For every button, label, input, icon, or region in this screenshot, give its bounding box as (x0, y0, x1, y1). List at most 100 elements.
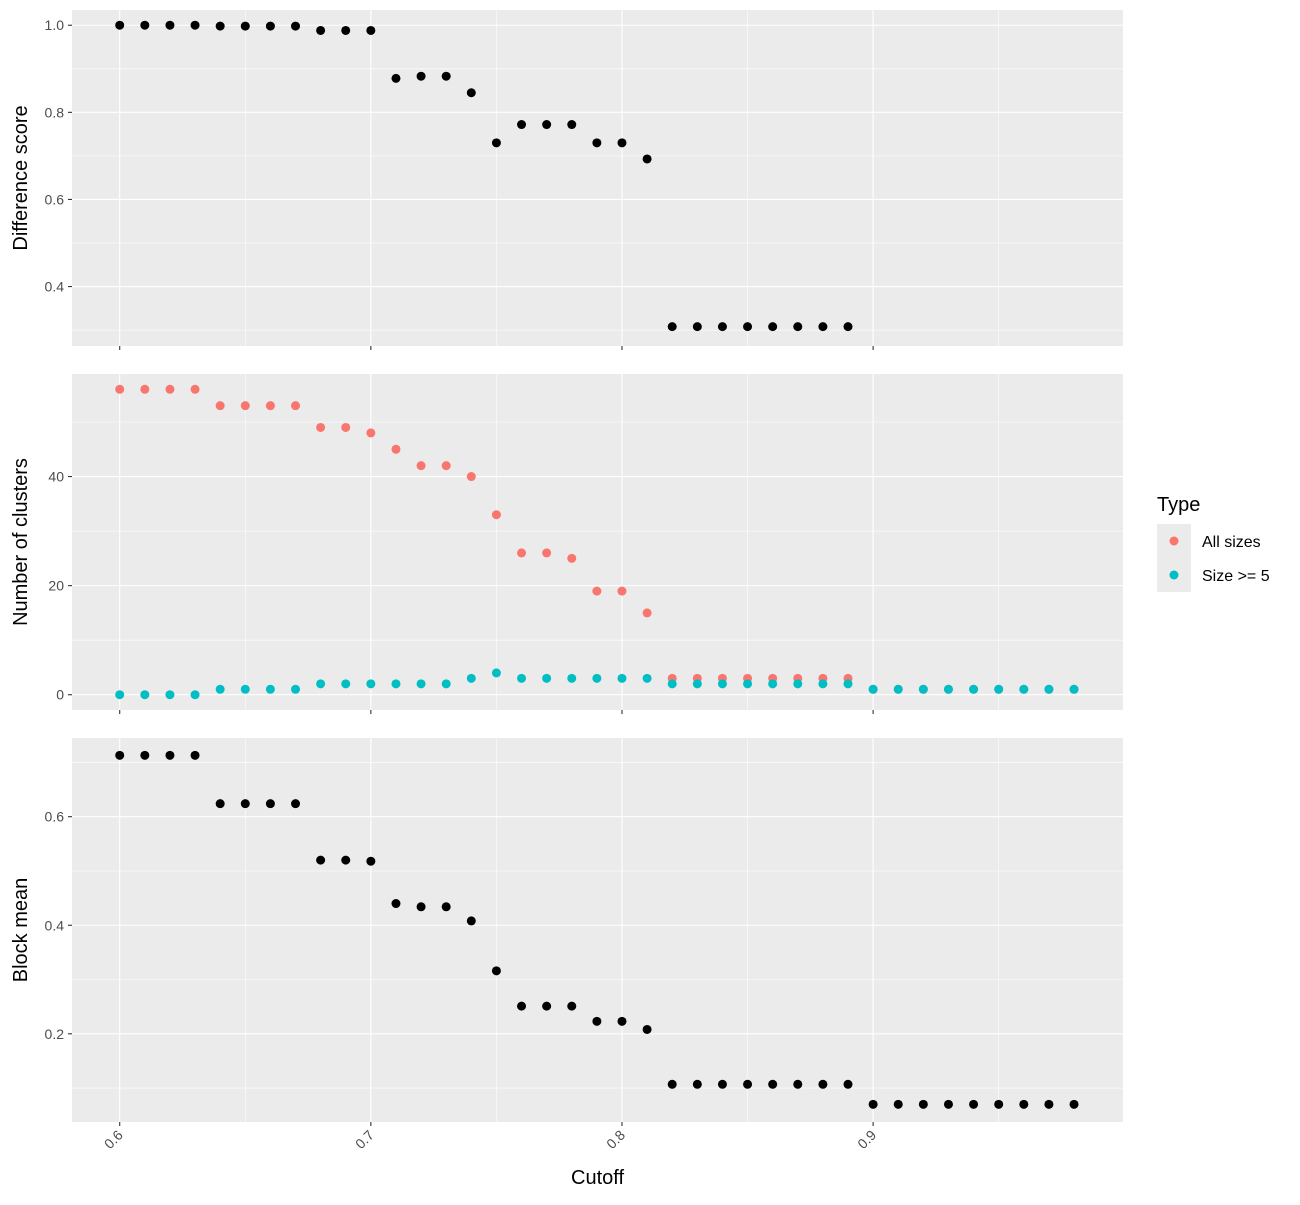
block-mean-y-tick-label: 0.6 (45, 809, 65, 825)
difference-score-point (517, 120, 527, 130)
point-size-5 (667, 679, 677, 689)
block-mean-point (893, 1099, 903, 1109)
block-mean-point (140, 750, 150, 760)
point-size-5 (491, 668, 501, 678)
block-mean-point (366, 856, 376, 866)
difference-score-point (843, 322, 853, 332)
point-size-5 (567, 673, 577, 683)
difference-score-point (366, 25, 376, 35)
difference-score-point (140, 20, 150, 30)
point-all-sizes (391, 444, 401, 454)
block-mean-point (491, 966, 501, 976)
point-all-sizes (567, 553, 577, 563)
point-all-sizes (316, 422, 326, 432)
block-mean-point (969, 1099, 979, 1109)
point-all-sizes (341, 422, 351, 432)
difference-score-point (190, 20, 200, 30)
difference-score-point (240, 21, 250, 31)
point-all-sizes (642, 608, 652, 618)
block-mean-point (291, 799, 301, 809)
point-all-sizes (366, 428, 376, 438)
difference-score-point (667, 322, 677, 332)
point-all-sizes (115, 384, 125, 394)
point-all-sizes (617, 586, 627, 596)
number-of-clusters-y-tick-label: 0 (56, 687, 64, 703)
block-mean-point (416, 902, 426, 912)
point-size-5 (416, 679, 426, 689)
difference-score-point (316, 25, 326, 35)
difference-score-point (115, 20, 125, 30)
point-all-sizes (165, 384, 175, 394)
block-mean-point (265, 799, 275, 809)
point-size-5 (441, 679, 451, 689)
difference-score-point (542, 120, 552, 130)
block-mean-point (943, 1099, 953, 1109)
difference-score-point (743, 322, 753, 332)
point-all-sizes (416, 461, 426, 471)
difference-score-point (768, 322, 778, 332)
block-mean-point (743, 1079, 753, 1089)
difference-score-point (341, 25, 351, 35)
difference-score-point (165, 20, 175, 30)
point-size-5 (341, 679, 351, 689)
block-mean-point (1044, 1099, 1054, 1109)
block-mean-point (1019, 1099, 1029, 1109)
point-size-5 (140, 690, 150, 700)
point-size-5 (692, 679, 702, 689)
x-tick-label: 0.9 (854, 1127, 879, 1152)
point-size-5 (366, 679, 376, 689)
point-all-sizes (140, 384, 150, 394)
difference-score-y-tick-label: 1.0 (45, 17, 65, 33)
block-mean-point (642, 1024, 652, 1034)
point-size-5 (165, 690, 175, 700)
block-mean-point (717, 1079, 727, 1089)
difference-score-point (818, 322, 828, 332)
legend-label: Size >= 5 (1202, 568, 1270, 585)
point-size-5 (994, 684, 1004, 694)
point-size-5 (542, 673, 552, 683)
x-tick-label: 0.6 (101, 1127, 126, 1152)
x-axis-title: Cutoff (571, 1167, 624, 1189)
point-size-5 (893, 684, 903, 694)
number-of-clusters-panel-background (72, 374, 1123, 710)
point-all-sizes (441, 461, 451, 471)
legend-marker (1169, 536, 1179, 546)
block-mean-y-axis-title: Block mean (10, 878, 32, 983)
block-mean-point (617, 1016, 627, 1026)
block-mean-point (466, 916, 476, 926)
point-size-5 (1019, 684, 1029, 694)
point-size-5 (115, 690, 125, 700)
point-size-5 (391, 679, 401, 689)
point-size-5 (592, 673, 602, 683)
point-all-sizes (291, 401, 301, 411)
block-mean-point (1069, 1099, 1079, 1109)
block-mean-point (692, 1079, 702, 1089)
difference-score-y-axis-title: Difference score (10, 105, 32, 250)
block-mean-point (165, 750, 175, 760)
number-of-clusters-y-tick-label: 20 (48, 578, 64, 594)
block-mean-point (567, 1001, 577, 1011)
x-tick-label: 0.7 (352, 1127, 377, 1152)
point-all-sizes (466, 472, 476, 482)
point-size-5 (1069, 684, 1079, 694)
difference-score-y-tick-label: 0.4 (45, 279, 65, 295)
legend-label: All sizes (1202, 534, 1261, 551)
point-size-5 (868, 684, 878, 694)
difference-score-point (793, 322, 803, 332)
block-mean-y-tick-label: 0.4 (45, 917, 65, 933)
block-mean-point (441, 902, 451, 912)
block-mean-y-tick-label: 0.2 (45, 1026, 65, 1042)
difference-score-point (416, 71, 426, 81)
block-mean-point (316, 855, 326, 865)
difference-score-y-tick-label: 0.8 (45, 104, 65, 120)
block-mean-point (391, 899, 401, 909)
block-mean-point (592, 1016, 602, 1026)
point-all-sizes (517, 548, 527, 558)
block-mean-point (918, 1099, 928, 1109)
point-size-5 (918, 684, 928, 694)
legend-marker (1169, 570, 1179, 580)
block-mean-point (793, 1079, 803, 1089)
point-size-5 (215, 684, 225, 694)
